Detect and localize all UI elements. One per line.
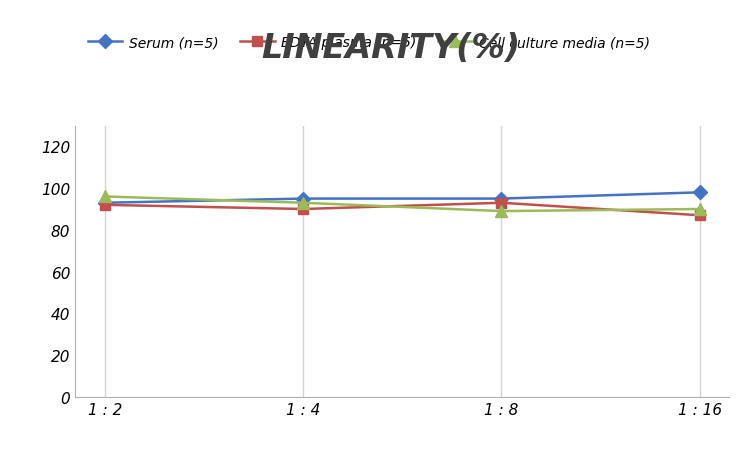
Line: Serum (n=5): Serum (n=5) bbox=[100, 188, 705, 208]
EDTA plasma (n=5) bbox=[497, 201, 506, 206]
Line: Cell culture media (n=5): Cell culture media (n=5) bbox=[99, 192, 705, 217]
Serum (n=5) bbox=[695, 190, 704, 196]
Serum (n=5) bbox=[101, 201, 110, 206]
Serum (n=5) bbox=[497, 197, 506, 202]
EDTA plasma (n=5) bbox=[299, 207, 308, 212]
Serum (n=5) bbox=[299, 197, 308, 202]
Line: EDTA plasma (n=5): EDTA plasma (n=5) bbox=[100, 198, 705, 221]
Cell culture media (n=5) bbox=[695, 207, 704, 212]
Cell culture media (n=5) bbox=[299, 201, 308, 206]
EDTA plasma (n=5) bbox=[101, 202, 110, 208]
Text: LINEARITY(%): LINEARITY(%) bbox=[262, 32, 520, 64]
Cell culture media (n=5) bbox=[497, 209, 506, 214]
EDTA plasma (n=5) bbox=[695, 213, 704, 218]
Cell culture media (n=5) bbox=[101, 194, 110, 200]
Legend: Serum (n=5), EDTA plasma (n=5), Cell culture media (n=5): Serum (n=5), EDTA plasma (n=5), Cell cul… bbox=[82, 30, 656, 55]
